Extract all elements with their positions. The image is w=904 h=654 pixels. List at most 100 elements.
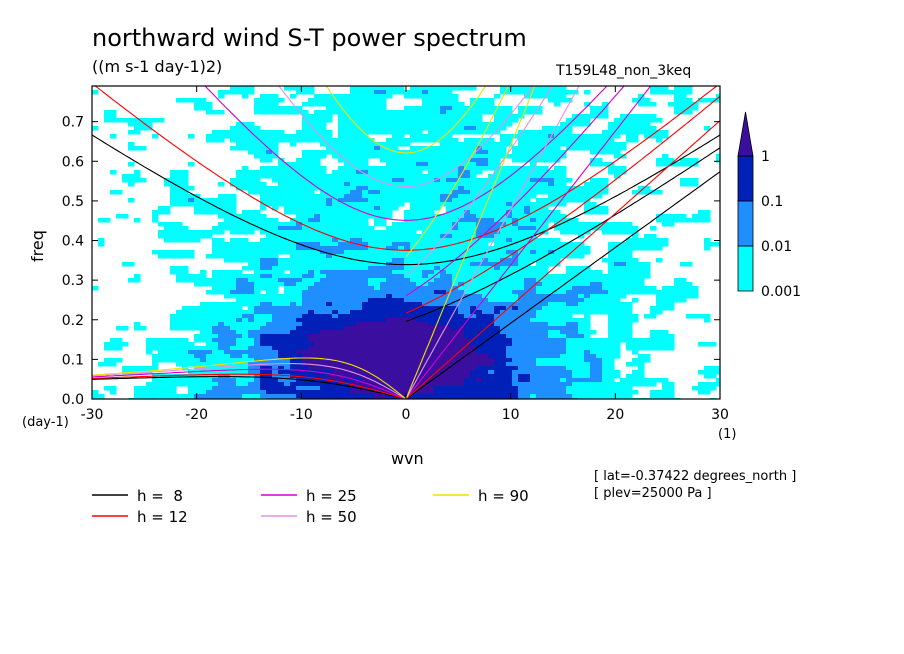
heatmap-cell [584, 302, 591, 307]
heatmap-cell [350, 282, 357, 287]
heatmap-cell [182, 362, 189, 367]
heatmap-cell [464, 378, 471, 383]
heatmap-cell [464, 314, 471, 319]
heatmap-cell [236, 86, 243, 91]
heatmap-cell [488, 138, 495, 143]
heatmap-cell [272, 306, 279, 311]
heatmap-cell [224, 358, 231, 363]
heatmap-cell [224, 314, 231, 319]
heatmap-cell [272, 294, 279, 299]
heatmap-cell [362, 226, 369, 231]
heatmap-cell [386, 126, 393, 131]
heatmap-cell [398, 286, 405, 291]
heatmap-cell [404, 174, 411, 179]
heatmap-cell [548, 334, 555, 339]
heatmap-cell [272, 286, 279, 291]
heatmap-cell [590, 286, 597, 291]
heatmap-cell [560, 282, 567, 287]
heatmap-cell [428, 98, 435, 103]
heatmap-cell [662, 298, 669, 303]
heatmap-cell [236, 370, 243, 375]
heatmap-cell [290, 254, 297, 259]
heatmap-cell [506, 106, 513, 111]
heatmap-cell [644, 114, 651, 119]
heatmap-cell [578, 246, 585, 251]
heatmap-cell [278, 378, 285, 383]
heatmap-cell [260, 298, 267, 303]
heatmap-cell [422, 94, 429, 99]
heatmap-cell [314, 222, 321, 227]
heatmap-cell [320, 206, 327, 211]
heatmap-cell [404, 222, 411, 227]
heatmap-cell [152, 214, 159, 219]
heatmap-cell [650, 334, 657, 339]
heatmap-cell [362, 322, 369, 327]
heatmap-cell [554, 218, 561, 223]
heatmap-cell [416, 186, 423, 191]
heatmap-cell [326, 194, 333, 199]
heatmap-cell [428, 330, 435, 335]
heatmap-cell [500, 222, 507, 227]
heatmap-cell [290, 346, 297, 351]
heatmap-cell [644, 270, 651, 275]
heatmap-cell [416, 90, 423, 95]
heatmap-cell [506, 278, 513, 283]
heatmap-cell [524, 366, 531, 371]
heatmap-cell [614, 286, 621, 291]
heatmap-cell [512, 226, 519, 231]
heatmap-cell [236, 298, 243, 303]
heatmap-cell [638, 242, 645, 247]
heatmap-cell [338, 274, 345, 279]
heatmap-cell [488, 122, 495, 127]
heatmap-cell [338, 266, 345, 271]
heatmap-cell [572, 350, 579, 355]
heatmap-cell [368, 174, 375, 179]
heatmap-cell [680, 262, 687, 267]
heatmap-cell [206, 346, 213, 351]
heatmap-cell [302, 366, 309, 371]
heatmap-cell [110, 358, 117, 363]
heatmap-cell [518, 130, 525, 135]
heatmap-cell [476, 158, 483, 163]
heatmap-cell [386, 278, 393, 283]
heatmap-cell [626, 326, 633, 331]
heatmap-cell [368, 198, 375, 203]
heatmap-cell [350, 174, 357, 179]
heatmap-cell [644, 342, 651, 347]
heatmap-cell [584, 102, 591, 107]
heatmap-cell [386, 250, 393, 255]
heatmap-cell [266, 326, 273, 331]
heatmap-cell [530, 326, 537, 331]
heatmap-cell [284, 294, 291, 299]
heatmap-cell [278, 194, 285, 199]
heatmap-cell [338, 170, 345, 175]
heatmap-cell [326, 274, 333, 279]
heatmap-cell [668, 286, 675, 291]
heatmap-cell [212, 354, 219, 359]
heatmap-cell [260, 250, 267, 255]
heatmap-cell [242, 218, 249, 223]
heatmap-cell [374, 174, 381, 179]
heatmap-cell [482, 374, 489, 379]
heatmap-cell [350, 350, 357, 355]
heatmap-cell [434, 330, 441, 335]
heatmap-cell [482, 198, 489, 203]
heatmap-cell [362, 98, 369, 103]
heatmap-cell [422, 138, 429, 143]
heatmap-cell [254, 262, 261, 267]
heatmap-cell [512, 350, 519, 355]
heatmap-cell [632, 134, 639, 139]
heatmap-cell [320, 294, 327, 299]
heatmap-cell [440, 270, 447, 275]
heatmap-cell [602, 150, 609, 155]
heatmap-cell [308, 358, 315, 363]
heatmap-cell [242, 138, 249, 143]
heatmap-cell [440, 318, 447, 323]
heatmap-cell [536, 190, 543, 195]
heatmap-cell [242, 278, 249, 283]
heatmap-cell [296, 178, 303, 183]
heatmap-cell [248, 310, 255, 315]
heatmap-cell [452, 214, 459, 219]
heatmap-cell [356, 150, 363, 155]
heatmap-cell [620, 130, 627, 135]
